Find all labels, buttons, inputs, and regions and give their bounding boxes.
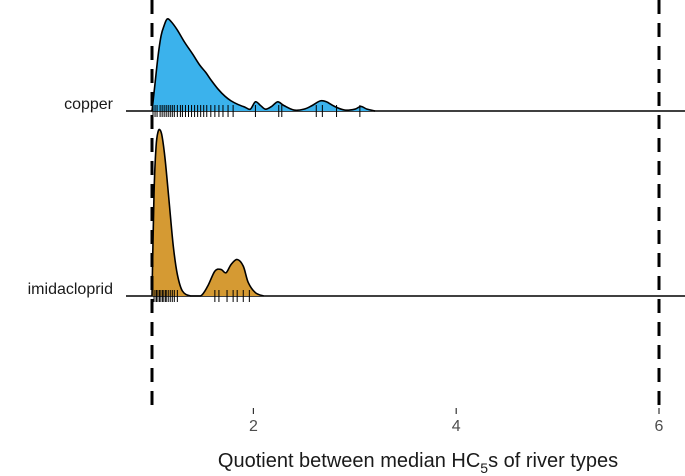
- x-axis-title-subscript: 5: [480, 460, 488, 476]
- density-area-copper: [152, 18, 376, 111]
- category-label-copper: copper: [64, 96, 114, 113]
- x-tick-label-6: 6: [655, 418, 664, 435]
- density-area-imidacloprid: [152, 129, 264, 296]
- category-label-imidacloprid: imidacloprid: [28, 281, 113, 298]
- ridge-imidacloprid: [126, 128, 685, 302]
- x-axis-title: Quotient between median HC5s of river ty…: [218, 450, 618, 476]
- ridge-copper: [126, 18, 685, 117]
- reference-lines-layer: [150, 0, 661, 407]
- x-tick-label-2: 2: [249, 418, 258, 435]
- density-outline-imidacloprid: [151, 128, 264, 297]
- x-axis-ticks: 2 4 6: [249, 408, 664, 435]
- category-labels: copper imidacloprid: [28, 96, 114, 298]
- x-tick-label-4: 4: [452, 418, 461, 435]
- density-outline-copper: [151, 18, 376, 112]
- ridges-layer: [126, 18, 685, 302]
